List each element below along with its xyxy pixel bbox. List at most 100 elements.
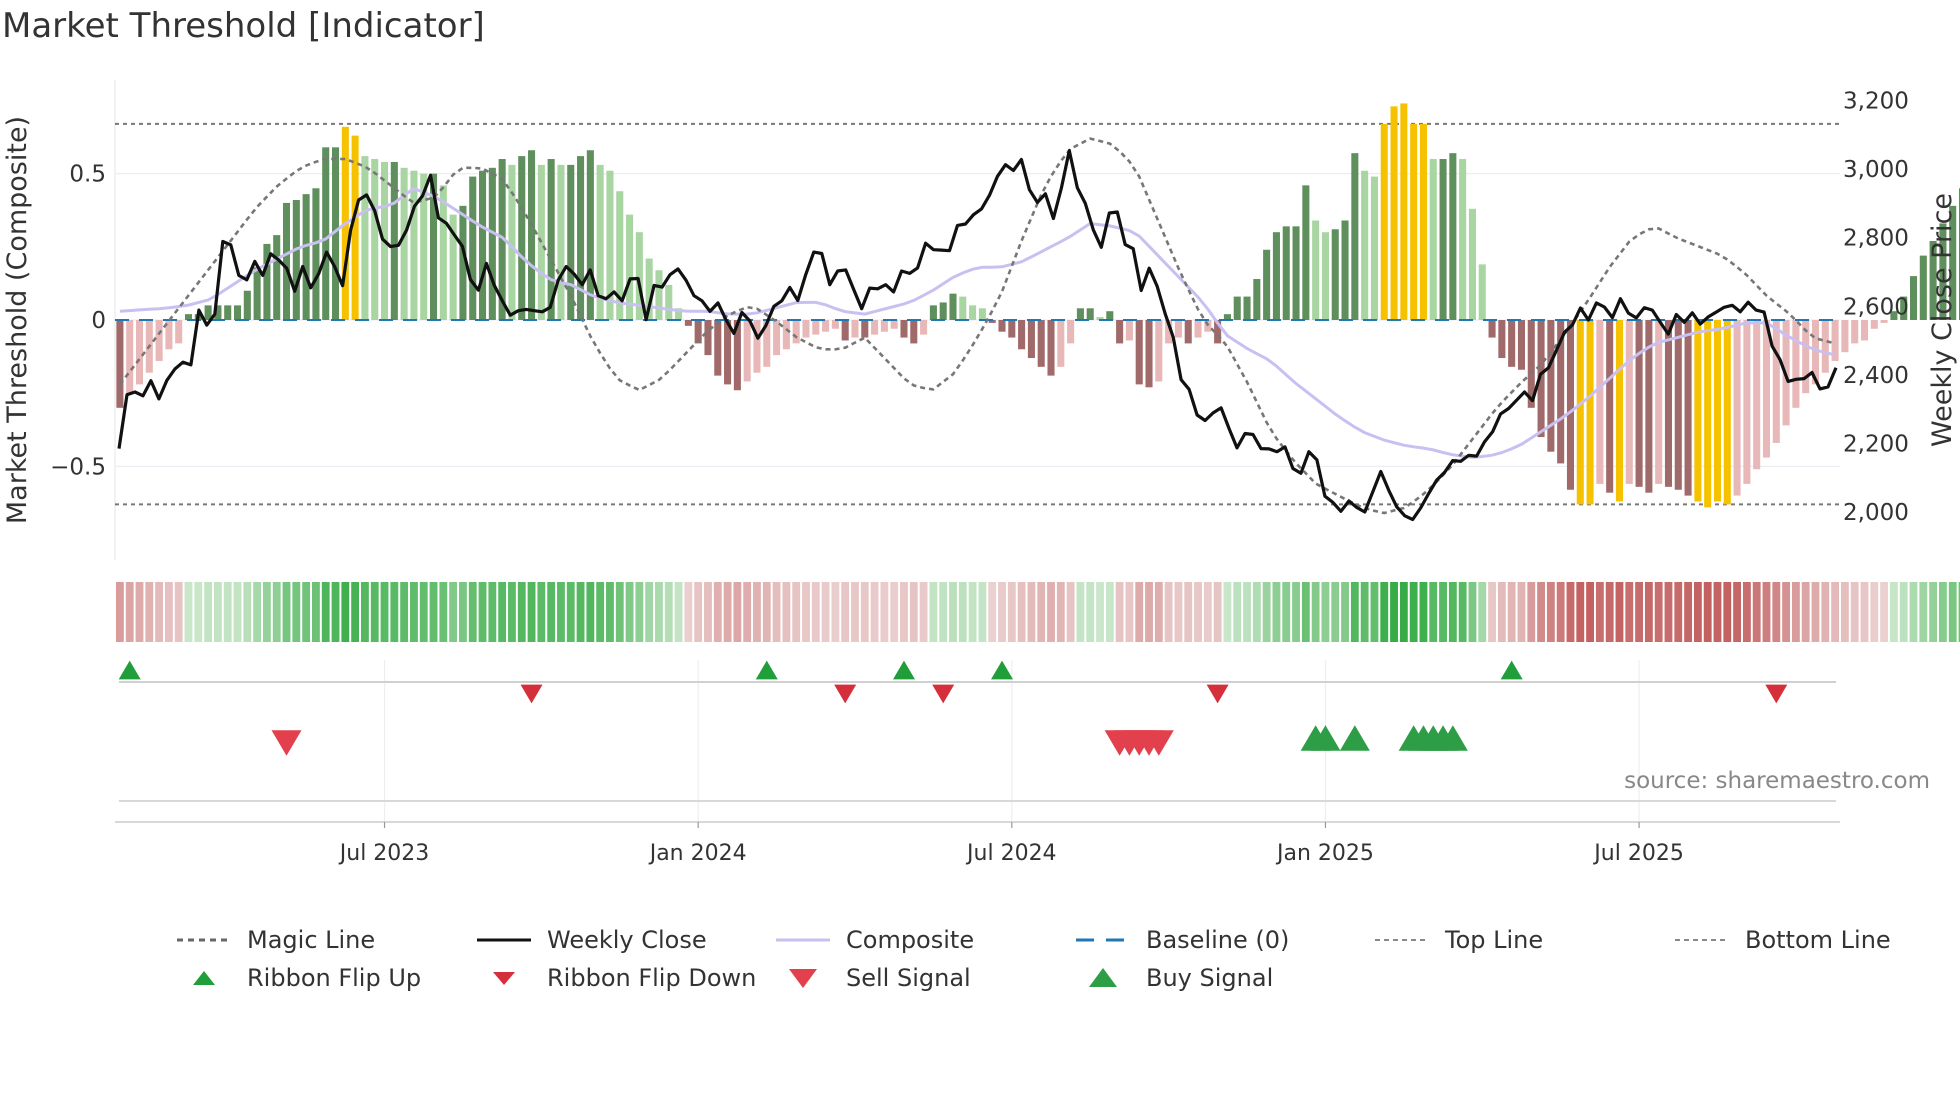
y-tick-label-right: 2,000: [1843, 500, 1909, 526]
composite-bar: [1958, 188, 1960, 320]
composite-bar: [537, 164, 545, 320]
composite-bar: [890, 320, 898, 329]
composite-bar: [165, 320, 173, 350]
ribbon-cell: [968, 582, 977, 642]
legend-magic-line: Magic Line: [175, 926, 375, 954]
composite-bar: [1517, 320, 1525, 370]
ribbon-cell: [1301, 582, 1310, 642]
ribbon-cell: [537, 582, 546, 642]
composite-bar: [1037, 320, 1045, 367]
signal-markers: [118, 660, 1788, 756]
ribbon-cell: [733, 582, 742, 642]
ribbon-cell: [390, 582, 399, 642]
ribbon-cell: [253, 582, 262, 642]
ribbon-cell: [370, 582, 379, 642]
ribbon-cell: [596, 582, 605, 642]
composite-bar: [1351, 153, 1359, 320]
legend-label: Top Line: [1445, 926, 1544, 954]
magic-line-swatch-icon: [177, 938, 231, 942]
ribbon-cell: [419, 582, 428, 642]
composite-swatch-icon: [776, 938, 830, 942]
composite-bar: [910, 320, 918, 344]
ribbon-cell: [1870, 582, 1879, 642]
composite-bar: [753, 320, 761, 373]
source-label: source: sharemaestro.com: [1624, 768, 1930, 794]
composite-bar: [635, 232, 643, 320]
ribbon-cell: [1037, 582, 1046, 642]
ribbon-cell: [606, 582, 614, 642]
composite-bar: [1459, 159, 1467, 320]
weekly-close-swatch-icon: [477, 938, 531, 942]
composite-bar: [724, 320, 732, 385]
composite-bar: [557, 164, 565, 320]
composite-bar: [1664, 320, 1673, 487]
legend-top-line: Top Line: [1373, 926, 1543, 954]
composite-bar: [782, 320, 790, 350]
composite-bar: [1890, 311, 1898, 320]
ribbon-cell: [517, 582, 526, 642]
ribbon-cell: [1625, 582, 1634, 642]
composite-bar: [880, 320, 888, 332]
composite-bar: [1929, 240, 1937, 320]
legend-sell-signal: Sell Signal: [774, 964, 971, 992]
ribbon-cell: [1782, 582, 1791, 642]
ribbon-cell: [312, 582, 320, 642]
composite-bar: [1860, 320, 1869, 341]
ribbon-cell: [1331, 582, 1340, 642]
ribbon-flip-up-marker: [1500, 660, 1523, 680]
composite-bar: [302, 194, 310, 320]
composite-bar: [282, 202, 291, 320]
ribbon-cell: [1145, 582, 1153, 642]
ribbon-cell: [429, 582, 438, 642]
composite-bar: [959, 296, 967, 320]
ribbon-cell: [615, 582, 624, 642]
composite-bar: [1116, 320, 1124, 344]
y-tick-label-right: 2,600: [1843, 294, 1909, 320]
ribbon-cell: [1233, 582, 1242, 642]
composite-bar: [1831, 320, 1839, 361]
ribbon-cell: [1605, 582, 1614, 642]
ribbon-cell: [723, 582, 732, 642]
ribbon-flip-up-marker: [755, 660, 778, 680]
x-tick-label: Jul 2024: [965, 841, 1057, 866]
composite-bar: [626, 214, 634, 320]
composite-bar: [1949, 205, 1957, 320]
composite-bars: [116, 103, 1960, 508]
y-tick-label-right: 2,200: [1843, 431, 1909, 457]
ribbon-cell: [184, 582, 193, 642]
ribbon-cell: [1840, 582, 1849, 642]
ribbon-flip-down-marker: [520, 684, 543, 704]
ribbon-cell: [1635, 582, 1643, 642]
ribbon-cell: [645, 582, 654, 642]
ribbon-cell: [292, 582, 301, 642]
weekly-close-line: [117, 149, 1838, 522]
composite-bar: [1841, 320, 1849, 353]
composite-bar: [1076, 308, 1084, 320]
ribbon-cell: [1811, 582, 1820, 642]
ribbon-cell: [400, 582, 409, 642]
ribbon-cell: [508, 582, 516, 642]
ribbon-cell: [1791, 582, 1800, 642]
composite-bar: [733, 320, 741, 391]
composite-bar: [1361, 170, 1369, 320]
composite-bar: [479, 170, 487, 320]
ribbon-cell: [302, 582, 311, 642]
composite-bar: [1272, 232, 1280, 320]
ribbon-cell: [204, 582, 213, 642]
composite-bar: [430, 173, 438, 320]
composite-bar: [1165, 320, 1173, 344]
ribbon-cell: [1595, 582, 1604, 642]
ribbon-cell: [1615, 582, 1624, 642]
legend-label: Composite: [846, 926, 975, 954]
ribbon-cell: [939, 582, 948, 642]
ribbon-cell: [1576, 582, 1585, 642]
ribbon-cell: [684, 582, 693, 642]
composite-bar: [1527, 320, 1535, 408]
y-axis-title-left: Market Threshold (Composite): [2, 116, 33, 524]
ribbon-cell: [1439, 582, 1447, 642]
composite-bar: [1008, 320, 1016, 338]
y-tick-label-right: 2,400: [1843, 363, 1909, 389]
ribbon-cell: [821, 582, 830, 642]
composite-bar: [175, 320, 183, 344]
ribbon-cell: [527, 582, 536, 642]
